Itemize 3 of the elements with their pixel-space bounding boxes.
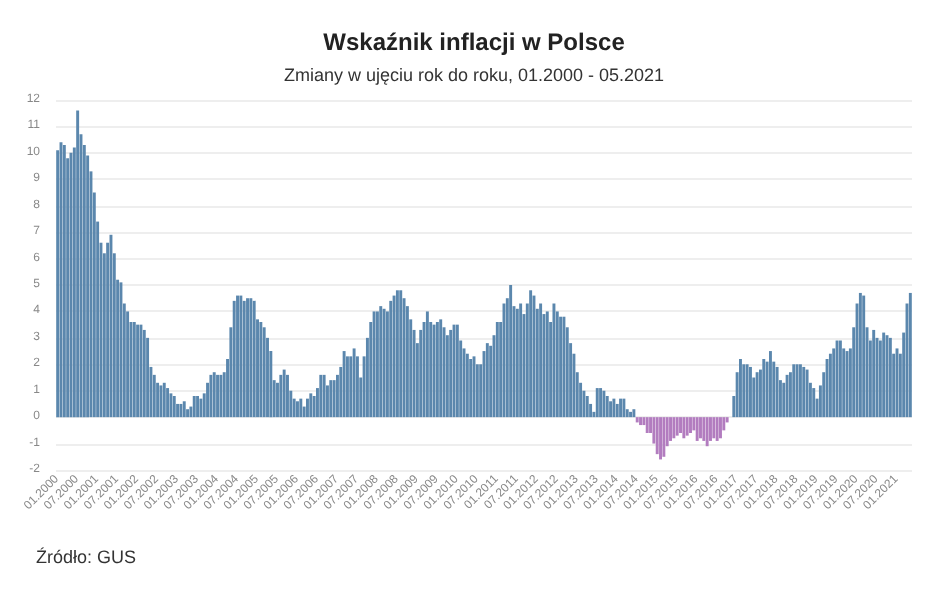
chart-subtitle: Zmiany w ujęciu rok do roku, 01.2000 - 05.2021 (283, 65, 665, 85)
chart-title: Wskaźnik inflacji w Polsce (323, 28, 626, 56)
text: Źródło: GUS (36, 547, 137, 567)
